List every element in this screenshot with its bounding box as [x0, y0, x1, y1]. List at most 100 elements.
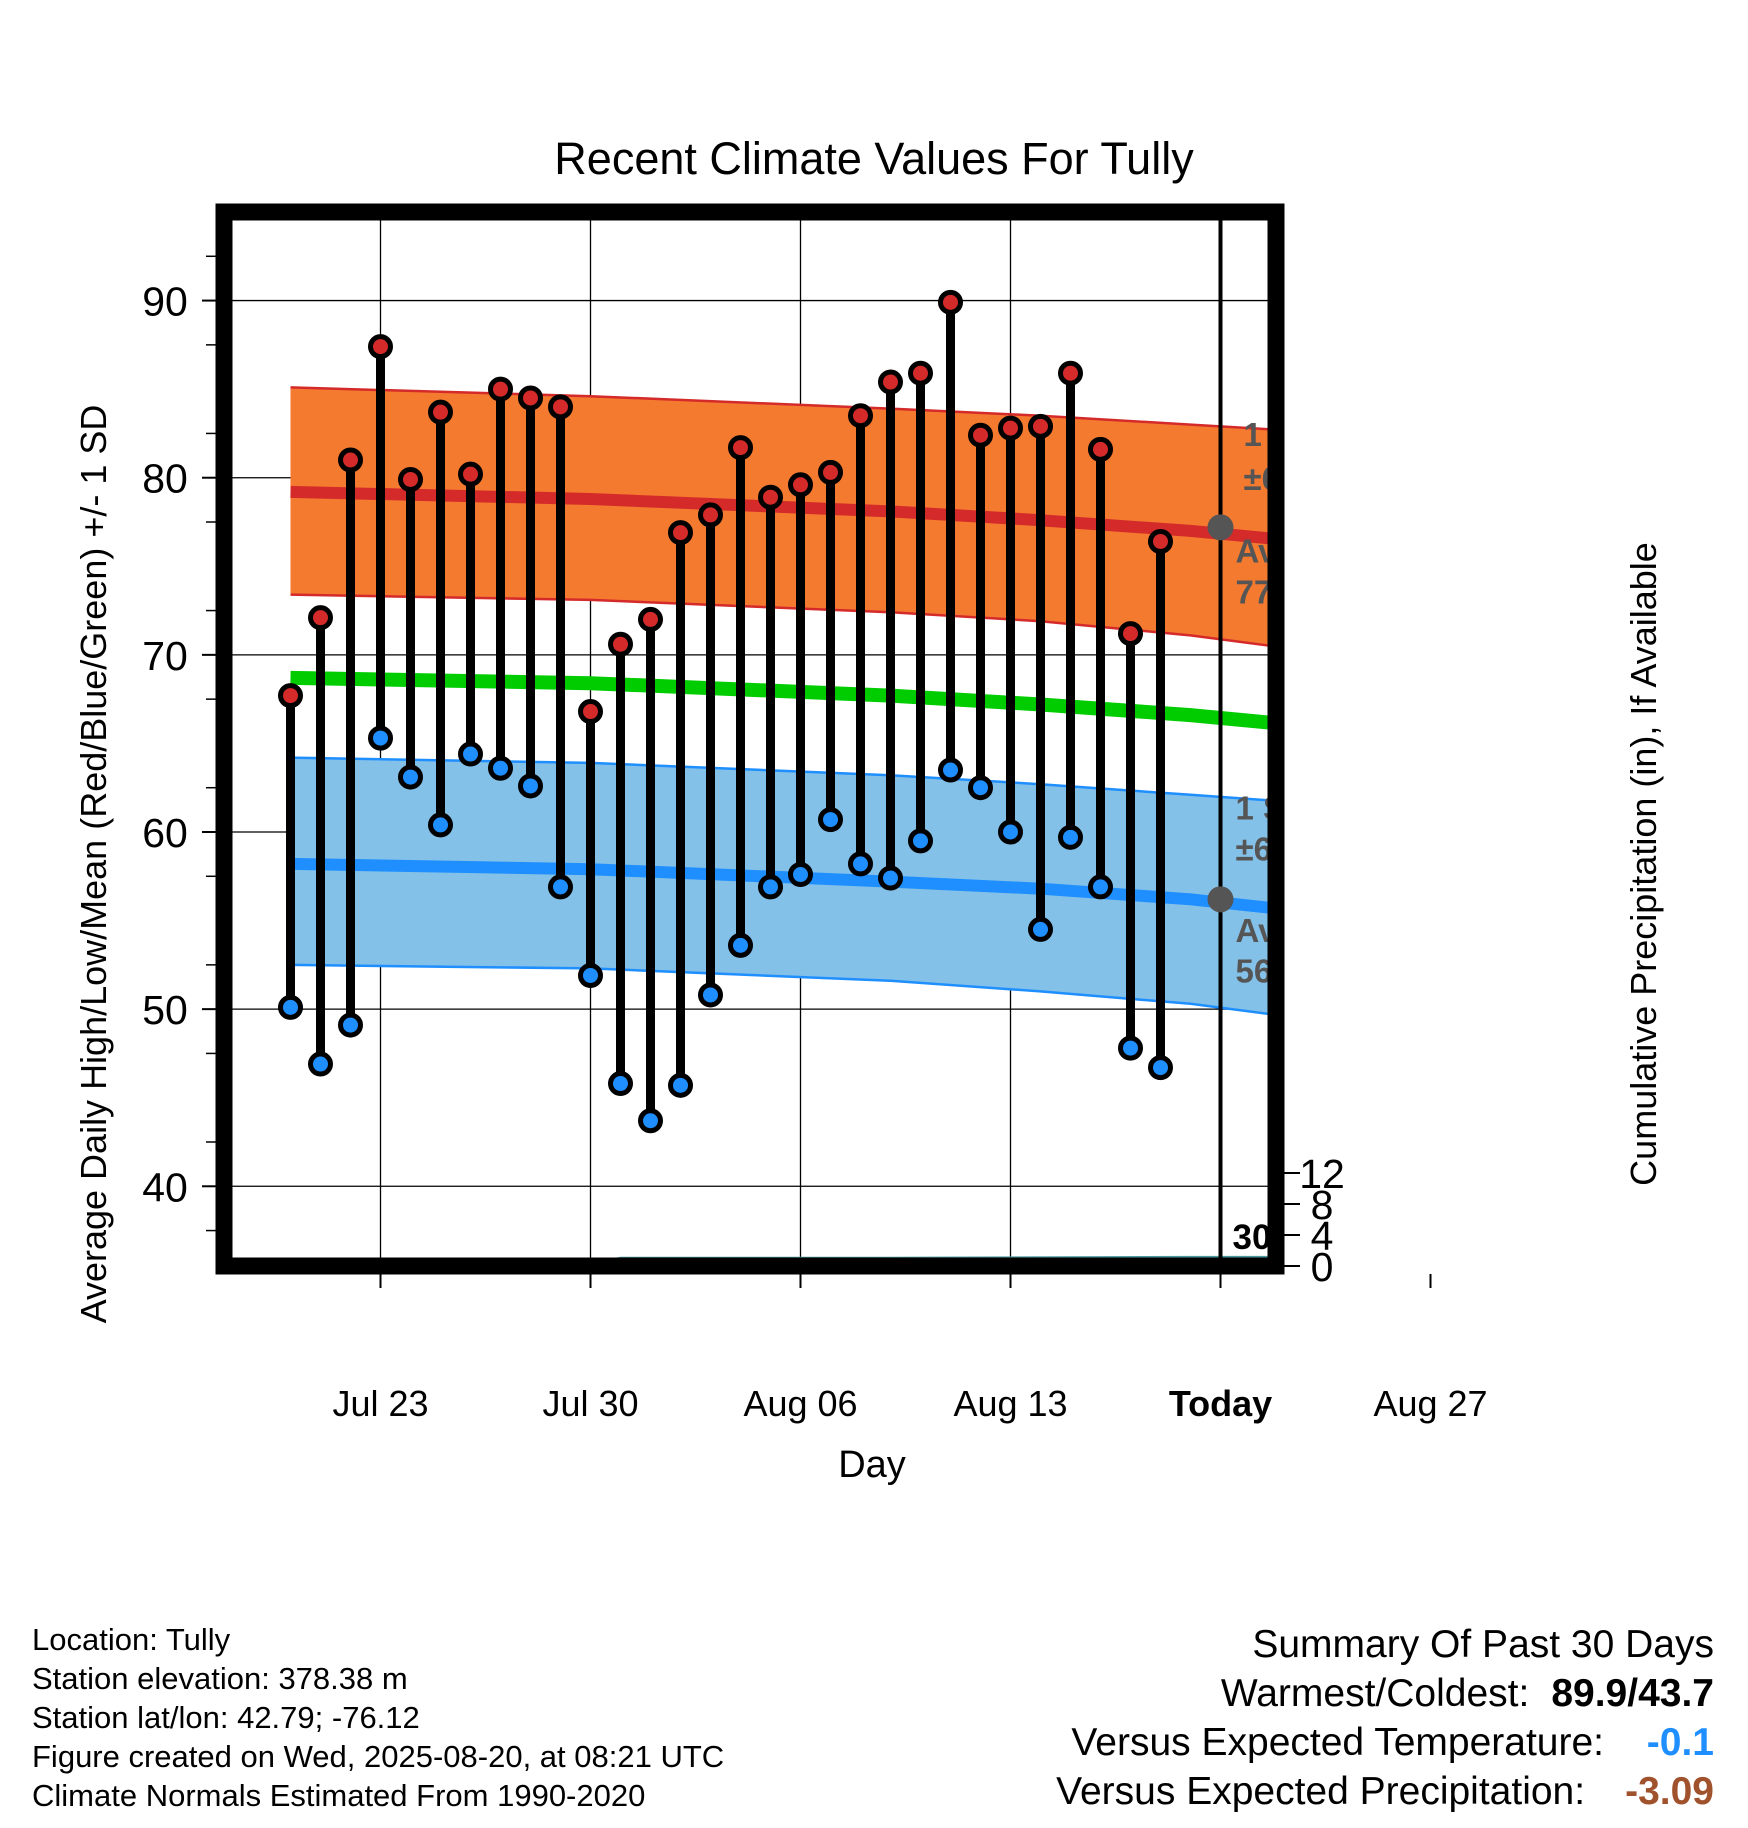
daily-high-point [998, 415, 1023, 441]
daily-low-point [458, 741, 483, 767]
location-text: Location: Tully [32, 1622, 231, 1657]
y2-tick-label: 4 [1311, 1213, 1334, 1259]
daily-high-point [518, 385, 543, 411]
daily-high-point [968, 422, 993, 448]
daily-high-point [1088, 436, 1113, 462]
daily-high-point [608, 631, 633, 657]
elevation-text: Station elevation: 378.38 m [32, 1661, 408, 1696]
x-tick-label: Aug 27 [1373, 1383, 1487, 1424]
temp-value: -0.1 [1646, 1721, 1714, 1764]
y-tick-label: 70 [142, 633, 188, 679]
daily-high-point [578, 699, 603, 725]
daily-high-point [308, 605, 333, 631]
daily-high-point [278, 683, 303, 709]
daily-high-point [758, 484, 783, 510]
daily-high-point [458, 461, 483, 487]
precip-value: -3.09 [1625, 1770, 1714, 1813]
y-tick-label: 60 [142, 810, 188, 856]
x-tick-label: Jul 30 [542, 1383, 638, 1424]
daily-low-point [848, 851, 873, 877]
daily-high-point [1118, 621, 1143, 647]
days-label-line1: 30 [1233, 1218, 1272, 1257]
daily-low-point [788, 862, 813, 888]
daily-low-point [1088, 874, 1113, 900]
x-tick-label: Jul 23 [332, 1383, 428, 1424]
daily-high-point [908, 360, 933, 386]
daily-low-point [1058, 824, 1083, 850]
daily-high-point [818, 459, 843, 485]
daily-high-point [368, 334, 393, 360]
summary-panel: Summary Of Past 30 Days Warmest/Coldest:… [1056, 1620, 1714, 1816]
daily-low-point [758, 874, 783, 900]
daily-high-point [788, 472, 813, 498]
daily-high-point [1058, 360, 1083, 386]
daily-high-point [638, 606, 663, 632]
daily-low-point [578, 962, 603, 988]
daily-low-point [338, 1012, 363, 1038]
daily-low-point [878, 865, 903, 891]
daily-low-point [938, 757, 963, 783]
y-tick-label: 90 [142, 279, 188, 325]
y2-tick-label: 12 [1299, 1151, 1345, 1197]
daily-high-point [428, 399, 453, 425]
daily-high-point [878, 369, 903, 395]
daily-low-point [908, 828, 933, 854]
y2-tick-label: 0 [1311, 1244, 1334, 1290]
daily-low-point [968, 775, 993, 801]
daily-low-point [548, 874, 573, 900]
daily-low-point [398, 764, 423, 790]
warm-cold-value: 89.9/43.7 [1551, 1672, 1714, 1715]
today-low-avg-marker [1207, 886, 1234, 913]
daily-low-point [1118, 1035, 1143, 1061]
summary-precip-row: Versus Expected Precipitation: -3.09 [1056, 1767, 1714, 1816]
high-sd-band [290, 387, 1276, 647]
daily-low-point [668, 1072, 693, 1098]
daily-high-point [698, 502, 723, 528]
daily-low-point [698, 982, 723, 1008]
summary-title: Summary Of Past 30 Days [1252, 1623, 1714, 1666]
daily-low-point [518, 773, 543, 799]
daily-low-point [728, 932, 753, 958]
daily-high-point [548, 394, 573, 420]
daily-low-point [278, 994, 303, 1020]
daily-high-point [848, 403, 873, 429]
y-tick-label: 40 [142, 1164, 188, 1210]
summary-temp-row: Versus Expected Temperature: -0.1 [1056, 1718, 1714, 1767]
y2-axis-label: Cumulative Precipitation (in), If Availa… [1623, 542, 1664, 1186]
latlon-text: Station lat/lon: 42.79; -76.12 [32, 1700, 420, 1735]
precip-label: Versus Expected Precipitation: [1056, 1770, 1586, 1813]
daily-high-point [728, 435, 753, 461]
daily-high-point [1148, 528, 1173, 554]
daily-low-point [608, 1071, 633, 1097]
y2-tick-label: 8 [1311, 1182, 1334, 1228]
chart-title: Recent Climate Values For Tully [554, 133, 1194, 184]
daily-low-point [818, 807, 843, 833]
daily-high-point [398, 466, 423, 492]
daily-low-point [1148, 1055, 1173, 1081]
x-tick-label: Aug 06 [743, 1383, 857, 1424]
created-text: Figure created on Wed, 2025-08-20, at 08… [32, 1739, 725, 1774]
daily-low-point [488, 755, 513, 781]
y-axis-label: Average Daily High/Low/Mean (Red/Blue/Gr… [73, 405, 114, 1324]
x-axis-label: Day [838, 1444, 906, 1486]
daily-low-point [428, 812, 453, 838]
daily-high-point [938, 289, 963, 315]
plot-frame [215, 203, 1285, 1275]
daily-high-point [338, 447, 363, 473]
station-info: Location: Tully Station elevation: 378.3… [32, 1620, 724, 1815]
summary-warm-cold-row: Warmest/Coldest: 89.9/43.7 [1056, 1669, 1714, 1718]
daily-low-point [998, 819, 1023, 845]
y-tick-label: 80 [142, 456, 188, 502]
daily-low-point [308, 1051, 333, 1077]
high-sd-label: 1 SD: [1244, 416, 1328, 453]
low-sd-band [290, 757, 1276, 1015]
normals-text: Climate Normals Estimated From 1990-2020 [32, 1778, 646, 1813]
x-tick-label: Aug 13 [953, 1383, 1067, 1424]
x-tick-label: Today [1169, 1383, 1272, 1424]
y-tick-label: 50 [142, 987, 188, 1033]
daily-high-point [1028, 413, 1053, 439]
daily-low-point [1028, 916, 1053, 942]
warm-cold-label: Warmest/Coldest: [1220, 1672, 1530, 1715]
